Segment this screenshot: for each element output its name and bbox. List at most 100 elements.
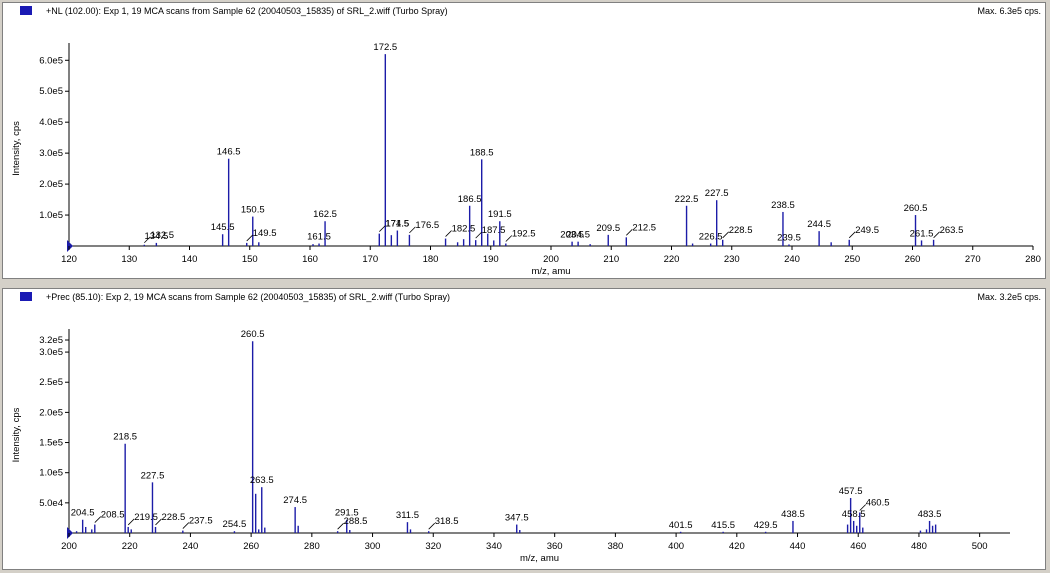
- x-tick-label: 440: [790, 541, 806, 552]
- x-tick-label: 380: [607, 541, 623, 552]
- x-tick-label: 420: [729, 541, 745, 552]
- peak-label: 460.5: [866, 497, 890, 508]
- peak-label: 228.5: [729, 225, 753, 236]
- peak-label: 208.5: [101, 510, 125, 521]
- peak-label: 458.5: [842, 509, 866, 520]
- peak-label: 318.5: [435, 516, 459, 527]
- peak-label-leader: [933, 231, 940, 239]
- x-tick-label: 200: [543, 254, 559, 265]
- peak-label: 187.5: [482, 225, 506, 236]
- peak-label: 161.5: [307, 232, 331, 243]
- y-tick-label: 1.0e5: [39, 468, 63, 479]
- x-tick-label: 360: [547, 541, 563, 552]
- spectrum-chart-top[interactable]: 120 130 140 150 160 170 180 190 200 210 220 230 240 2…: [3, 3, 1045, 278]
- peak-label-leader: [409, 226, 416, 234]
- y-tick-label: 4.0e5: [39, 117, 63, 128]
- y-tick-label: 2.0e5: [39, 179, 63, 190]
- spectrum-color-swatch-icon[interactable]: [20, 292, 32, 301]
- y-tick-label: 1.0e5: [39, 210, 63, 221]
- spectrum-color-swatch-icon[interactable]: [20, 6, 32, 15]
- peak-label: 172.5: [373, 42, 397, 53]
- peak-label: 188.5: [470, 147, 494, 158]
- y-tick-label: 1.5e5: [39, 438, 63, 449]
- y-tick-label: 6.0e5: [39, 55, 63, 66]
- peak-label: 244.5: [807, 219, 831, 230]
- x-tick-label: 200: [61, 541, 77, 552]
- peak-label: 228.5: [162, 512, 186, 523]
- peak-label: 204.5: [71, 508, 95, 519]
- x-tick-label: 460: [850, 541, 866, 552]
- peak-label-leader: [848, 231, 856, 239]
- y-tick-label: 2.5e5: [39, 377, 63, 388]
- peak-label: 191.5: [488, 209, 512, 220]
- x-tick-label: 190: [483, 254, 499, 265]
- x-tick-label: 160: [302, 254, 318, 265]
- x-tick-label: 140: [182, 254, 198, 265]
- peak-label: 288.5: [344, 516, 368, 527]
- x-tick-label: 240: [182, 541, 198, 552]
- x-tick-label: 150: [242, 254, 258, 265]
- peak-label: 186.5: [458, 194, 482, 205]
- peak-label: 134.5: [144, 231, 168, 242]
- x-tick-label: 240: [784, 254, 800, 265]
- peak-label: 415.5: [711, 520, 735, 531]
- x-tick-label: 400: [668, 541, 684, 552]
- x-tick-label: 170: [362, 254, 378, 265]
- peak-label: 182.5: [452, 224, 476, 235]
- peak-label: 171.5: [385, 219, 409, 230]
- panel-header: +Prec (85.10): Exp 2, 19 MCA scans from …: [3, 289, 1045, 305]
- peak-label: 311.5: [396, 510, 419, 521]
- y-axis-title: Intensity, cps: [11, 121, 22, 176]
- peak-label: 218.5: [113, 432, 137, 443]
- spectrum-panel-top[interactable]: +NL (102.00): Exp 1, 19 MCA scans from S…: [2, 2, 1046, 279]
- peak-label: 274.5: [283, 495, 307, 506]
- y-tick-label: 5.0e5: [39, 86, 63, 97]
- spectrum-chart-bottom[interactable]: 200 220 240 260 280 300 320 340 360 380 400 420 440 4…: [3, 289, 1045, 569]
- peak-label: 401.5: [669, 520, 693, 531]
- x-tick-label: 260: [905, 254, 921, 265]
- peak-label-leader: [475, 231, 482, 239]
- peak-label: 291.5: [335, 508, 359, 519]
- peak-label: 483.5: [918, 509, 942, 520]
- x-axis-title: m/z, amu: [531, 266, 570, 277]
- peak-label: 149.5: [253, 228, 277, 239]
- peak-label: 146.5: [217, 147, 241, 158]
- y-tick-label: 2.0e5: [39, 407, 63, 418]
- x-tick-label: 280: [304, 541, 320, 552]
- x-tick-label: 180: [423, 254, 439, 265]
- x-tick-label: 210: [603, 254, 619, 265]
- peak-label-leader: [337, 522, 344, 530]
- x-tick-label: 300: [365, 541, 381, 552]
- x-tick-label: 220: [664, 254, 680, 265]
- panel-title: +NL (102.00): Exp 1, 19 MCA scans from S…: [46, 6, 448, 16]
- spectrum-panel-bottom[interactable]: +Prec (85.10): Exp 2, 19 MCA scans from …: [2, 288, 1046, 570]
- peak-label: 263.5: [250, 475, 274, 486]
- peak-label-leader: [246, 234, 254, 242]
- peak-label: 209.5: [596, 223, 620, 234]
- y-tick-label: 3.2e5: [39, 335, 63, 346]
- peak-label-leader: [182, 522, 190, 529]
- peak-label-leader: [379, 225, 386, 232]
- peak-label: 162.5: [313, 209, 337, 220]
- peak-label-leader: [626, 229, 633, 236]
- peak-label-leader: [127, 518, 135, 526]
- peak-label-leader: [94, 516, 102, 523]
- baseline-marker-icon: [67, 527, 73, 539]
- y-tick-label: 5.0e4: [39, 498, 63, 509]
- peak-label: 249.5: [855, 225, 879, 236]
- peak-label: 457.5: [839, 486, 863, 497]
- peak-label: 203.5: [560, 230, 584, 241]
- baseline-marker-icon: [67, 240, 73, 252]
- x-axis-title: m/z, amu: [520, 553, 559, 564]
- y-tick-label: 3.0e5: [39, 347, 63, 358]
- x-tick-label: 250: [844, 254, 860, 265]
- peak-label-leader: [722, 231, 729, 239]
- peak-label: 238.5: [771, 200, 795, 211]
- x-tick-label: 480: [911, 541, 927, 552]
- peak-label-leader: [859, 504, 867, 511]
- peak-label: 192.5: [512, 229, 536, 240]
- peak-label-leader: [428, 522, 435, 530]
- peak-label: 261.5: [910, 228, 934, 239]
- peak-label: 204.5: [566, 230, 590, 241]
- max-intensity-label: Max. 6.3e5 cps.: [977, 6, 1041, 16]
